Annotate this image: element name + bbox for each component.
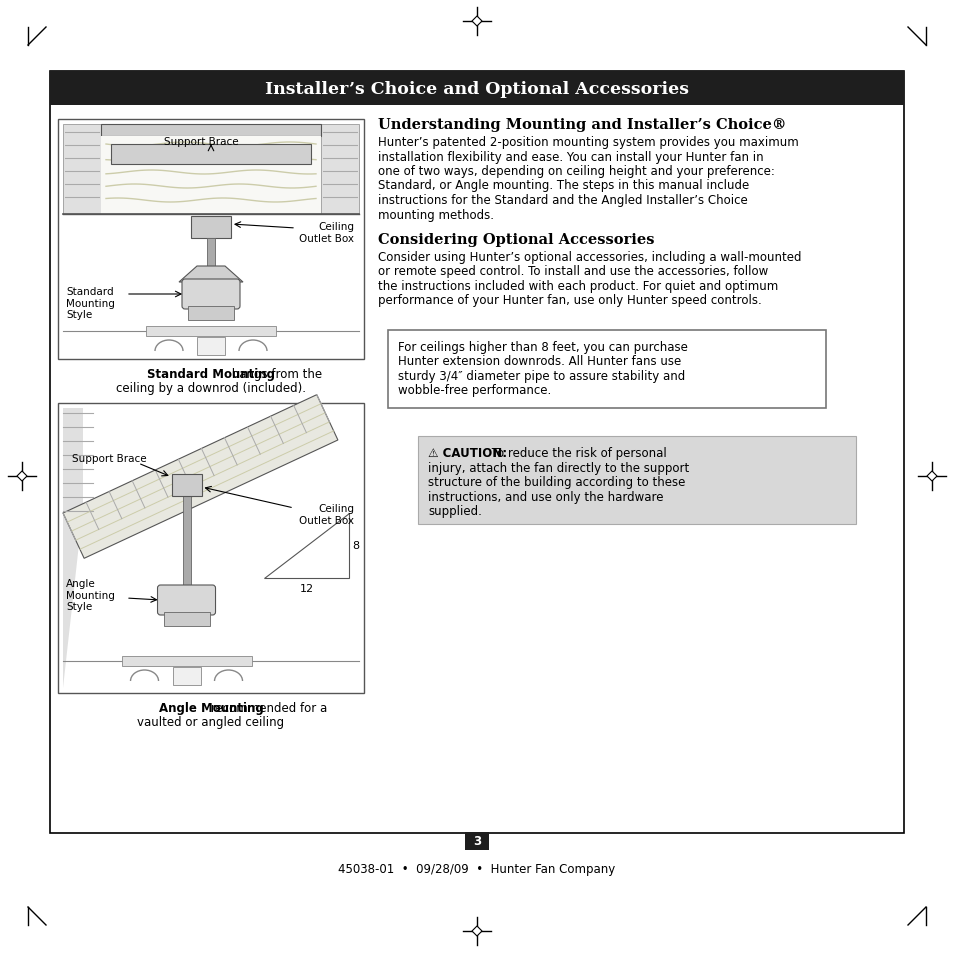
Polygon shape: [63, 409, 83, 688]
Text: Support Brace: Support Brace: [71, 454, 147, 463]
Text: 3: 3: [473, 835, 480, 847]
FancyBboxPatch shape: [182, 280, 240, 310]
Text: Standard
Mounting
Style: Standard Mounting Style: [66, 287, 114, 320]
Text: hangs from the: hangs from the: [228, 368, 322, 380]
Polygon shape: [926, 472, 936, 481]
Bar: [58, 403, 364, 693]
Bar: [121, 657, 252, 666]
Text: Standard, or Angle mounting. The steps in this manual include: Standard, or Angle mounting. The steps i…: [377, 179, 748, 193]
Text: supplied.: supplied.: [428, 505, 481, 518]
Text: 12: 12: [299, 583, 314, 594]
Text: Considering Optional Accessories: Considering Optional Accessories: [377, 233, 654, 247]
Text: Hunter extension downrods. All Hunter fans use: Hunter extension downrods. All Hunter fa…: [397, 355, 680, 368]
Bar: [464, 832, 489, 850]
Text: mounting methods.: mounting methods.: [377, 209, 494, 221]
Bar: [111, 145, 311, 165]
Bar: [207, 239, 214, 267]
Bar: [417, 436, 855, 524]
Text: Understanding Mounting and Installer’s Choice®: Understanding Mounting and Installer’s C…: [377, 118, 785, 132]
Text: structure of the building according to these: structure of the building according to t…: [428, 476, 684, 489]
Bar: [388, 331, 825, 409]
Polygon shape: [472, 17, 481, 27]
Bar: [172, 667, 200, 685]
Text: or remote speed control. To install and use the accessories, follow: or remote speed control. To install and …: [377, 265, 767, 278]
Text: the instructions included with each product. For quiet and optimum: the instructions included with each prod…: [377, 280, 778, 293]
Bar: [182, 497, 191, 588]
Text: installation flexibility and ease. You can install your Hunter fan in: installation flexibility and ease. You c…: [377, 151, 762, 163]
Bar: [172, 475, 201, 497]
Text: Installer’s Choice and Optional Accessories: Installer’s Choice and Optional Accessor…: [265, 80, 688, 97]
Bar: [101, 137, 320, 214]
Text: one of two ways, depending on ceiling height and your preference:: one of two ways, depending on ceiling he…: [377, 165, 774, 178]
Text: instructions for the Standard and the Angled Installer’s Choice: instructions for the Standard and the An…: [377, 193, 747, 207]
Bar: [163, 613, 210, 626]
Polygon shape: [63, 395, 337, 558]
Bar: [146, 327, 275, 336]
Bar: [196, 337, 225, 355]
Text: Ceiling
Outlet Box: Ceiling Outlet Box: [298, 222, 354, 243]
Text: 8: 8: [352, 541, 358, 551]
Text: Support Brace: Support Brace: [164, 137, 238, 147]
Text: instructions, and use only the hardware: instructions, and use only the hardware: [428, 491, 662, 503]
Bar: [320, 125, 358, 214]
Bar: [63, 125, 101, 214]
Text: ⚠ CAUTION:: ⚠ CAUTION:: [428, 447, 507, 459]
FancyBboxPatch shape: [157, 585, 215, 616]
Text: Angle
Mounting
Style: Angle Mounting Style: [66, 578, 114, 612]
Text: wobble-free performance.: wobble-free performance.: [397, 384, 551, 397]
Bar: [188, 307, 233, 320]
Text: Angle Mounting: Angle Mounting: [158, 701, 263, 714]
Text: vaulted or angled ceiling: vaulted or angled ceiling: [137, 716, 284, 728]
Polygon shape: [179, 267, 243, 283]
Text: Hunter’s patented 2-position mounting system provides you maximum: Hunter’s patented 2-position mounting sy…: [377, 136, 798, 149]
Text: 45038-01  •  09/28/09  •  Hunter Fan Company: 45038-01 • 09/28/09 • Hunter Fan Company: [338, 862, 615, 875]
Text: injury, attach the fan directly to the support: injury, attach the fan directly to the s…: [428, 461, 688, 475]
Polygon shape: [472, 926, 481, 936]
Polygon shape: [17, 472, 27, 481]
Bar: [101, 125, 320, 137]
Text: Ceiling
Outlet Box: Ceiling Outlet Box: [298, 503, 354, 525]
Text: To reduce the risk of personal: To reduce the risk of personal: [488, 447, 666, 459]
Bar: [50, 71, 903, 106]
Text: Standard Mounting: Standard Mounting: [147, 368, 274, 380]
Bar: [50, 71, 903, 833]
Polygon shape: [264, 514, 349, 578]
Text: recommended for a: recommended for a: [207, 701, 327, 714]
Bar: [58, 120, 364, 359]
Text: performance of your Hunter fan, use only Hunter speed controls.: performance of your Hunter fan, use only…: [377, 294, 760, 307]
Text: Consider using Hunter’s optional accessories, including a wall-mounted: Consider using Hunter’s optional accesso…: [377, 251, 801, 264]
Bar: [191, 216, 231, 239]
Text: ceiling by a downrod (included).: ceiling by a downrod (included).: [116, 381, 306, 395]
Text: For ceilings higher than 8 feet, you can purchase: For ceilings higher than 8 feet, you can…: [397, 340, 687, 354]
Text: sturdy 3/4″ diameter pipe to assure stability and: sturdy 3/4″ diameter pipe to assure stab…: [397, 370, 684, 382]
